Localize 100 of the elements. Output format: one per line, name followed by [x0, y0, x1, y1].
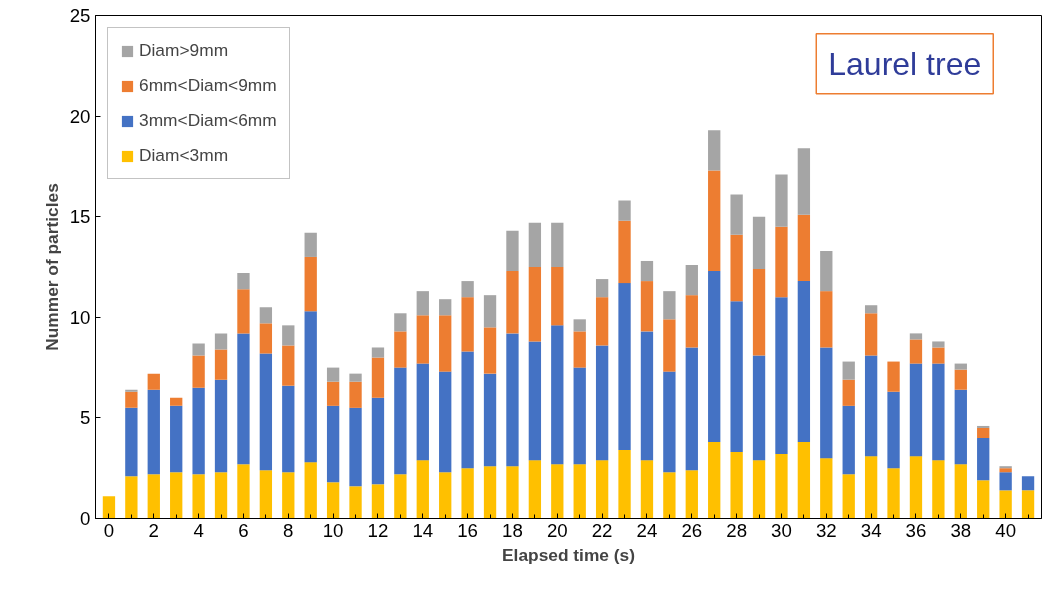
bar [595, 345, 609, 461]
bar [551, 464, 564, 519]
x-tick-label: 28 [726, 519, 748, 541]
bar [214, 472, 228, 519]
bar [304, 232, 317, 257]
bar [909, 333, 923, 340]
bar [506, 230, 519, 272]
bar [528, 222, 542, 267]
bar [416, 315, 429, 364]
bar [954, 369, 967, 390]
x-tick-label: 38 [950, 519, 972, 541]
bar [909, 456, 923, 519]
bar [775, 297, 788, 455]
x-tick-label: 16 [457, 519, 479, 541]
bar [371, 347, 385, 358]
bar [685, 264, 698, 296]
bar [237, 333, 250, 465]
bar [797, 281, 811, 443]
y-tick-label: 15 [69, 206, 91, 228]
bar [954, 389, 967, 465]
bar [551, 267, 564, 326]
bar [640, 281, 654, 332]
bar [730, 301, 743, 453]
bar [752, 216, 766, 270]
bar [708, 130, 721, 171]
y-tick-label: 10 [69, 306, 91, 328]
bar [304, 462, 317, 519]
bar [506, 333, 519, 467]
legend-label: 3mm<Diam<6mm [139, 110, 277, 131]
bar [506, 271, 519, 334]
bar [483, 466, 497, 519]
bar [842, 361, 855, 380]
bar [708, 271, 721, 443]
bar [170, 397, 183, 406]
x-tick-label: 40 [995, 519, 1017, 541]
bar [842, 474, 855, 519]
bar [752, 355, 766, 461]
legend-label: Diam>9mm [139, 40, 229, 61]
x-tick-label: 8 [283, 519, 294, 541]
bar [618, 200, 631, 221]
bar [752, 269, 766, 356]
x-tick-label: 12 [367, 519, 389, 541]
bar [125, 391, 138, 408]
bar [663, 472, 676, 519]
bar [528, 267, 542, 342]
bar [909, 363, 923, 457]
annotation: Laurel tree [828, 45, 982, 82]
bar [573, 464, 586, 519]
bar [573, 319, 586, 332]
bar [259, 323, 273, 354]
bar [349, 373, 362, 382]
bar [954, 363, 967, 370]
bar [595, 297, 609, 346]
bar [551, 325, 564, 465]
bar [326, 482, 340, 519]
x-tick-label: 30 [771, 519, 792, 541]
bar [147, 373, 160, 390]
bar [663, 319, 676, 372]
bar [416, 291, 429, 316]
bar [954, 464, 967, 519]
bar [640, 260, 654, 282]
bar [775, 454, 788, 519]
x-tick-label: 34 [860, 519, 882, 541]
bar [685, 347, 698, 471]
bar [439, 315, 452, 372]
bar [349, 381, 362, 408]
bar [775, 226, 788, 298]
bar [483, 373, 497, 467]
bar [887, 468, 900, 519]
bar [192, 355, 205, 388]
bar [977, 427, 990, 439]
bar [439, 299, 452, 316]
bar [864, 305, 878, 314]
bar [977, 425, 990, 428]
bar [461, 468, 474, 519]
bar [1021, 490, 1035, 519]
bar [797, 442, 811, 519]
y-tick-label: 20 [69, 105, 91, 127]
x-tick-label: 6 [238, 519, 249, 541]
bar [932, 363, 945, 461]
y-axis-title: Nummer of particles [41, 183, 62, 351]
bar [708, 170, 721, 272]
bar [326, 367, 340, 382]
bar [820, 347, 833, 459]
bar [394, 474, 407, 519]
bar [685, 295, 698, 348]
x-tick-label: 18 [502, 519, 523, 541]
bar [214, 349, 228, 380]
bar [864, 456, 878, 519]
bar [349, 407, 362, 487]
bar [932, 347, 945, 364]
bar [573, 331, 586, 368]
bar [192, 343, 205, 356]
bar [618, 220, 631, 284]
legend-label: Diam<3mm [139, 145, 229, 166]
bar [528, 460, 542, 519]
bar [483, 295, 497, 328]
bar [282, 472, 295, 519]
bar [864, 355, 878, 457]
bar [394, 367, 407, 475]
